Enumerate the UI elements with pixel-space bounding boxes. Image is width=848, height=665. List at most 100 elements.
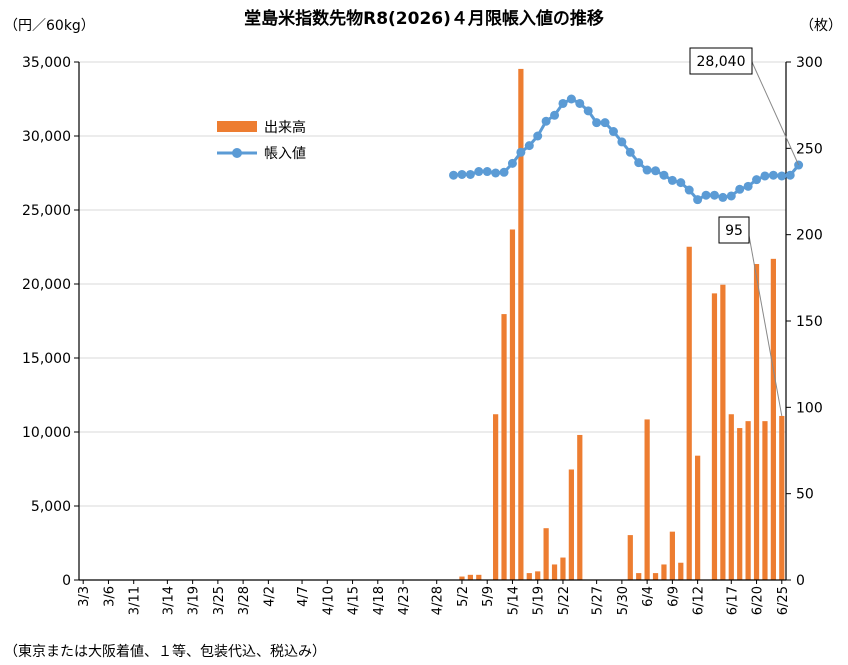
volume-bar xyxy=(551,564,558,580)
volume-bar xyxy=(728,414,734,580)
price-marker xyxy=(583,106,593,116)
legend: 出来高 帳入値 xyxy=(217,119,306,162)
price-marker xyxy=(760,171,770,181)
left-tick-label: 0 xyxy=(62,573,71,589)
x-tick-label: 5/30 xyxy=(616,586,631,615)
x-tick-label: 3/25 xyxy=(212,586,227,615)
legend-label-price: 帳入値 xyxy=(264,146,306,162)
x-tick-label: 6/12 xyxy=(692,586,707,615)
volume-callout-label: 95 xyxy=(725,223,743,239)
price-marker xyxy=(752,175,762,185)
price-marker xyxy=(642,165,652,175)
price-marker xyxy=(718,192,728,202)
left-tick-label: 30,000 xyxy=(22,129,71,145)
x-tick-label: 6/20 xyxy=(751,586,766,615)
left-tick-label: 15,000 xyxy=(22,351,71,367)
x-tick-label: 4/7 xyxy=(296,586,311,607)
price-marker xyxy=(491,168,501,178)
volume-bar xyxy=(711,293,718,580)
x-tick-label: 5/9 xyxy=(481,586,496,607)
legend-swatch-price-marker xyxy=(232,148,242,158)
volume-bar xyxy=(535,571,541,580)
volume-bar xyxy=(467,574,473,580)
volume-bar xyxy=(627,535,633,580)
volume-bar xyxy=(753,264,760,580)
axes xyxy=(78,62,787,581)
price-marker xyxy=(600,118,610,128)
x-tick-label: 5/2 xyxy=(456,586,471,607)
x-tick-label: 5/22 xyxy=(557,586,572,615)
volume-bar xyxy=(720,284,726,580)
volume-bar xyxy=(568,469,574,580)
left-tick-label: 35,000 xyxy=(22,55,71,71)
x-tick-label: 6/4 xyxy=(641,586,656,607)
price-marker xyxy=(592,118,602,128)
x-tick-label: 5/27 xyxy=(591,586,606,615)
price-marker xyxy=(701,190,711,200)
x-tick-label: 3/19 xyxy=(187,586,202,615)
right-tick-label: 0 xyxy=(796,573,805,589)
volume-bar xyxy=(509,229,516,580)
price-marker xyxy=(608,127,618,137)
price-marker xyxy=(482,167,492,177)
price-marker xyxy=(625,147,635,157)
volume-bar xyxy=(501,314,507,580)
price-marker xyxy=(449,170,459,180)
right-tick-label: 300 xyxy=(796,55,823,71)
volume-callout-box xyxy=(718,216,750,244)
price-marker xyxy=(726,191,736,201)
x-tick-label: 4/28 xyxy=(431,586,446,615)
price-marker xyxy=(533,131,543,141)
right-tick-label: 150 xyxy=(796,314,823,330)
volume-bar xyxy=(493,414,499,580)
left-tick-label: 10,000 xyxy=(22,425,71,441)
right-axis-unit: （枚） xyxy=(800,18,842,34)
footnote: （東京または大阪着値、１等、包装代込、税込み） xyxy=(4,643,326,660)
line-series xyxy=(449,94,804,205)
price-marker xyxy=(709,190,719,200)
left-tick-label: 20,000 xyxy=(22,277,71,293)
price-marker xyxy=(575,98,585,108)
price-marker xyxy=(651,166,661,176)
volume-bar xyxy=(577,434,583,580)
x-tick-label: 3/14 xyxy=(161,586,176,615)
price-callout-leader xyxy=(751,61,800,166)
price-marker xyxy=(735,184,745,194)
right-tick-label: 250 xyxy=(796,141,823,157)
x-tick-label: 6/17 xyxy=(725,586,740,615)
price-marker xyxy=(465,169,475,179)
volume-bar xyxy=(669,531,675,580)
price-marker xyxy=(566,94,576,104)
right-axis-ticks: 0 50 100 150 200 250 300 xyxy=(786,55,823,589)
price-marker xyxy=(676,178,686,188)
volume-bar xyxy=(661,564,667,580)
volume-bar xyxy=(543,528,549,580)
price-marker xyxy=(768,170,778,180)
volume-bar xyxy=(695,455,701,580)
left-tick-label: 25,000 xyxy=(22,203,71,219)
right-tick-label: 50 xyxy=(796,487,814,503)
x-axis-ticks: 3/3 3/6 3/11 3/14 3/19 3/25 3/28 4/2 4/7 4/10 4/15… xyxy=(77,580,791,615)
x-tick-label: 6/25 xyxy=(776,586,791,615)
legend-swatch-volume xyxy=(217,121,257,132)
volume-bar xyxy=(779,415,785,580)
price-marker xyxy=(693,195,703,205)
x-tick-label: 3/3 xyxy=(77,586,92,607)
callouts: 28,040 95 xyxy=(689,47,800,417)
right-tick-label: 100 xyxy=(796,400,823,416)
price-callout-box xyxy=(689,47,753,75)
x-tick-label: 3/6 xyxy=(102,586,117,607)
price-marker xyxy=(743,181,753,191)
price-marker xyxy=(777,171,787,181)
volume-bar xyxy=(644,419,650,580)
volume-bar xyxy=(762,421,768,580)
volume-bar xyxy=(476,574,482,580)
x-tick-label: 5/19 xyxy=(532,586,547,615)
volume-bar xyxy=(560,557,566,580)
volume-bar xyxy=(770,258,776,580)
price-callout-label: 28,040 xyxy=(697,54,746,70)
x-tick-label: 3/28 xyxy=(237,586,252,615)
price-marker xyxy=(684,185,694,195)
price-marker xyxy=(785,170,795,180)
